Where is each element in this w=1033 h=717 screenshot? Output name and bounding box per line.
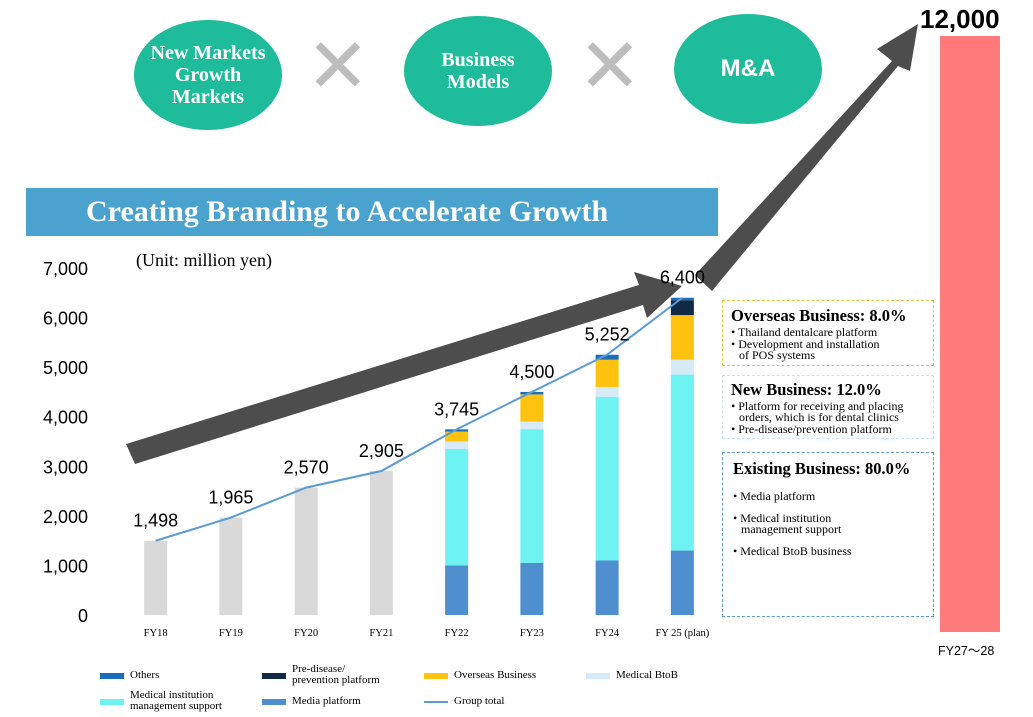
legend-label: Medical institution management support (130, 689, 222, 712)
panel-item: • Medical BtoB business (733, 544, 852, 558)
unit-label: (Unit: million yen) (136, 250, 272, 270)
panel-item: • Medical institution management support (733, 511, 842, 536)
bar (219, 517, 243, 615)
panel-item: • Media platform (733, 489, 816, 503)
bar-segment (520, 421, 544, 430)
bar-segment (595, 560, 619, 615)
y-tick-label: 5,000 (43, 358, 88, 378)
panel-new-business: New Business: 12.0% • Platform for recei… (722, 375, 934, 439)
x-tick-label: FY20 (294, 628, 318, 639)
panel-item: • Platform for receiving and placing ord… (731, 399, 904, 424)
legend-label: Overseas Business (454, 669, 537, 681)
panel-title: Overseas Business: 8.0% (731, 306, 907, 325)
panel-overseas: Overseas Business: 8.0% • Thailand denta… (722, 300, 934, 366)
y-tick-label: 4,000 (43, 408, 88, 428)
x-tick-label: FY18 (144, 628, 168, 639)
times-icon: ✕ (306, 21, 370, 110)
bar (144, 540, 168, 615)
legend-swatch (100, 673, 124, 679)
panel-item: • Pre-disease/prevention platform (731, 422, 892, 436)
bar-segment (520, 394, 544, 422)
panel-title: New Business: 12.0% (731, 380, 882, 399)
group-total-line (155, 296, 683, 542)
bar-segment (670, 315, 694, 360)
legend-swatch (424, 701, 448, 703)
growth-arrow-upper (695, 24, 918, 291)
bar-segment (670, 374, 694, 551)
bar-segment (445, 565, 469, 615)
bar-segment (670, 300, 694, 316)
legend-swatch (262, 699, 286, 705)
bar-segment (670, 550, 694, 615)
bar-segment (445, 431, 469, 442)
panel-existing-business: Existing Business: 80.0% • Media platfor… (722, 452, 934, 617)
circle-business-models: Business Models (404, 16, 552, 126)
bar (294, 487, 318, 615)
bar-segment (445, 441, 469, 449)
target-bar (940, 36, 1000, 632)
bar-segment (595, 386, 619, 397)
bar-segment (520, 562, 544, 615)
bar (369, 470, 393, 615)
bar-segment (520, 429, 544, 563)
growth-arrow-lower (126, 272, 682, 464)
data-label: 6,400 (660, 268, 705, 288)
legend-swatch (424, 673, 448, 679)
circle-new-markets: New Markets Growth Markets (134, 20, 282, 130)
panel-item: • Development and installation of POS sy… (731, 337, 880, 362)
legend-swatch (100, 699, 124, 705)
circle-ma: M&A (674, 14, 822, 124)
legend-label: Pre-disease/ prevention platform (292, 663, 380, 686)
y-tick-label: 2,000 (43, 507, 88, 527)
legend-swatch (262, 673, 286, 679)
y-tick-label: 0 (78, 606, 88, 626)
legend-swatch (586, 673, 610, 679)
bar-segment (595, 396, 619, 561)
x-tick-label: FY21 (369, 628, 393, 639)
times-icon: ✕ (578, 21, 642, 110)
bar-segment (595, 359, 619, 387)
legend-label: Medical BtoB (616, 669, 679, 681)
bar-segment (445, 448, 469, 566)
bar-segment (520, 391, 544, 395)
legend-label: Others (130, 669, 160, 681)
data-label: 1,498 (133, 511, 178, 531)
x-tick-label: FY24 (595, 628, 620, 639)
data-label: 2,905 (359, 441, 404, 461)
data-label: 1,965 (208, 488, 253, 508)
target-value: 12,000 (920, 4, 1000, 34)
x-tick-label: FY19 (219, 628, 243, 639)
panel-title: Existing Business: 80.0% (733, 459, 911, 478)
y-tick-label: 7,000 (43, 259, 88, 279)
data-label: 5,252 (585, 325, 630, 345)
banner-title: Creating Branding to Accelerate Growth (26, 188, 718, 236)
y-tick-label: 6,000 (43, 309, 88, 329)
data-label: 2,570 (284, 458, 329, 478)
x-tick-label: FY 25 (plan) (655, 628, 709, 639)
bar-segment (595, 354, 619, 360)
data-label: 3,745 (434, 399, 479, 419)
bar-segment (670, 359, 694, 375)
target-label: FY27～28 (938, 644, 995, 658)
legend-label: Media platform (292, 695, 361, 707)
y-tick-label: 3,000 (43, 457, 88, 477)
y-tick-label: 1,000 (43, 556, 88, 576)
data-label: 4,500 (509, 362, 554, 382)
panel-item: • Thailand dentalcare platform (731, 325, 878, 339)
legend-label: Group total (454, 695, 505, 707)
x-tick-label: FY22 (445, 628, 469, 639)
x-tick-label: FY23 (520, 628, 544, 639)
